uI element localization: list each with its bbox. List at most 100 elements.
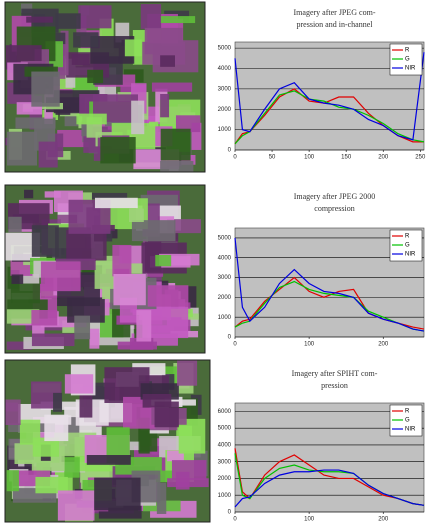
legend-label: R [405,234,410,240]
image-patch [87,455,131,465]
image-patch [155,255,171,266]
image-patch [41,262,81,292]
y-tick-label: 6000 [218,409,232,415]
y-tick-label: 4000 [218,66,232,72]
image-patch [125,39,142,56]
image-patch [66,230,106,260]
image-patch [44,415,68,441]
image-patch [31,310,57,325]
image-patch [112,245,131,276]
y-tick-label: 2000 [218,107,232,113]
x-tick-label: 250 [415,155,426,161]
chart-subtitle: pression [321,381,348,390]
image-patch [100,137,135,163]
image-patch [65,374,93,393]
y-tick-label: 5000 [218,235,232,241]
legend-label: G [405,243,410,249]
image-patch [5,400,20,425]
image-patch [129,442,140,451]
image-patch [74,316,90,340]
image-patch [161,16,195,23]
x-tick-label: 200 [378,155,389,161]
y-tick-label: 3000 [218,459,232,465]
image-patch [7,132,37,166]
image-patch [32,334,75,347]
image-patch [72,54,90,65]
image-patch [160,161,193,172]
image-patch [160,94,169,117]
image-patch [129,209,144,222]
image-patch [15,443,36,464]
image-patch [94,478,140,511]
x-tick-label: 200 [378,517,389,523]
y-tick-label: 0 [228,510,232,516]
chart-subtitle: pression and in-channel [297,20,374,29]
legend-label: R [405,409,410,415]
image-patch [20,420,40,445]
image-patch [87,70,103,83]
image-patch [148,285,189,306]
y-tick-label: 0 [228,148,232,154]
y-tick-label: 1000 [218,315,232,321]
x-tick-label: 100 [304,155,315,161]
image-patch [78,5,111,28]
legend-label: NIR [405,252,416,258]
legend-label: G [405,57,410,63]
y-tick-label: 0 [228,335,232,341]
x-tick-label: 100 [304,342,315,348]
satellite-image [5,360,210,522]
legend-label: G [405,418,410,424]
image-patch [161,129,191,161]
chart-subtitle: compression [314,204,354,213]
image-patch [152,83,192,92]
y-tick-label: 5000 [218,46,232,52]
image-patch [73,32,98,47]
satellite-image [5,185,205,353]
image-patch [8,217,21,233]
image-patch [76,114,106,125]
image-patch [160,55,175,67]
chart-title: Imagery after SPIHT com- [292,369,378,378]
chart-title: Imagery after JPEG 2000 [294,192,376,201]
x-tick-label: 50 [269,155,276,161]
image-patch [7,470,19,491]
image-patch [95,198,138,208]
image-patch [58,490,95,520]
legend-label: NIR [405,66,416,72]
y-tick-label: 1000 [218,127,232,133]
chart-title: Imagery after JPEG com- [294,8,376,17]
image-patch [31,72,59,107]
image-patch [26,17,53,23]
y-tick-label: 4000 [218,443,232,449]
image-patch [89,329,99,349]
y-tick-label: 3000 [218,275,232,281]
x-tick-label: 150 [341,155,352,161]
image-patch [141,4,161,29]
y-tick-label: 2000 [218,476,232,482]
image-patch [136,310,151,341]
x-tick-label: 200 [378,342,389,348]
image-patch [64,457,79,477]
x-tick-label: 100 [304,517,315,523]
y-tick-label: 3000 [218,86,232,92]
image-patch [143,394,172,408]
figure: Imagery after JPEG com-pression and in-c… [0,0,427,524]
image-patch [11,274,23,283]
image-patch [132,220,176,241]
legend-label: R [405,48,410,54]
x-tick-label: 0 [233,155,237,161]
x-tick-label: 0 [233,342,237,348]
image-patch [113,274,145,305]
image-patch [24,190,33,198]
image-patch [32,225,59,257]
y-tick-label: 4000 [218,255,232,261]
image-patch [53,393,62,412]
y-tick-label: 5000 [218,426,232,432]
image-patch [56,13,81,29]
image-patch [176,472,190,490]
y-tick-label: 1000 [218,493,232,499]
image-patch [177,361,197,386]
satellite-image [5,2,205,172]
image-patch [95,261,115,289]
image-patch [131,101,144,135]
